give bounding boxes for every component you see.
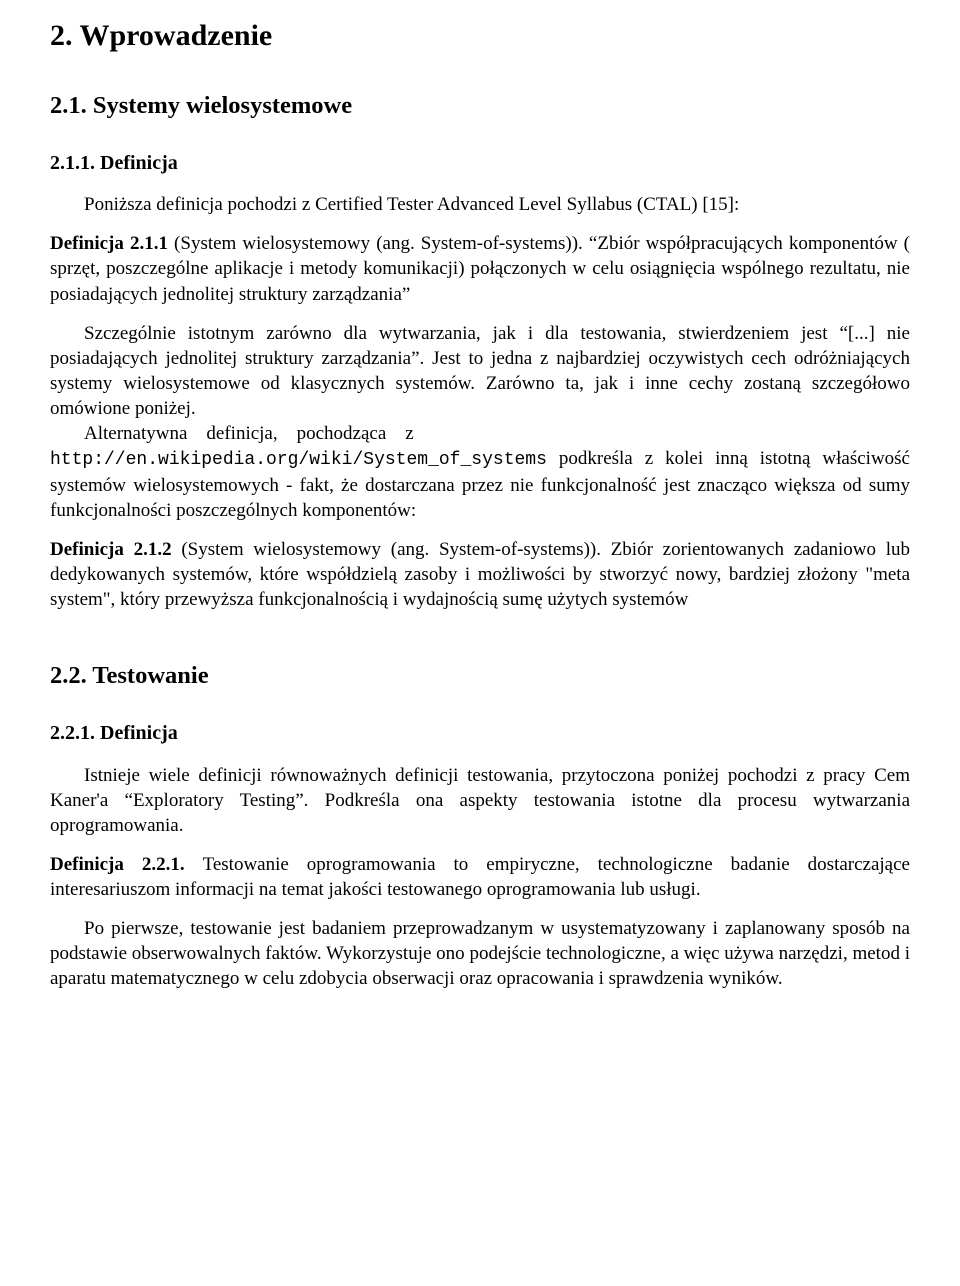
definition-2-1-2: Definicja 2.1.2 (System wielosystemowy (…: [50, 537, 910, 612]
paragraph-2-1-b: Alternatywna definicja, pochodząca z htt…: [50, 421, 910, 523]
text-run: Alternatywna definicja, pochodząca z: [84, 423, 433, 444]
paragraph-2-2-a: Po pierwsze, testowanie jest badaniem pr…: [50, 916, 910, 991]
paragraph-2-1-a: Szczególnie istotnym zarówno dla wytwarz…: [50, 321, 910, 421]
section-2-1-heading: 2.1. Systemy wielosystemowe: [50, 90, 910, 122]
subsection-2-1-1-heading: 2.1.1. Definicja: [50, 150, 910, 176]
subsection-2-2-1-heading: 2.2.1. Definicja: [50, 720, 910, 746]
url-text: http://en.wikipedia.org/wiki/: [50, 450, 363, 470]
definition-label: Definicja 2.2.1.: [50, 854, 203, 875]
definition-label: Definicja 2.1.1: [50, 233, 174, 254]
section-2-2-heading: 2.2. Testowanie: [50, 660, 910, 692]
definition-title: (System wielosystemowy (ang. System-of-s…: [174, 233, 589, 254]
definition-2-1-1: Definicja 2.1.1 (System wielosystemowy (…: [50, 231, 910, 306]
definition-2-2-1: Definicja 2.2.1. Testowanie oprogramowan…: [50, 852, 910, 902]
definition-label: Definicja 2.1.2: [50, 539, 181, 560]
chapter-heading: 2. Wprowadzenie: [50, 16, 910, 56]
url-text: System_of_systems: [363, 450, 547, 470]
intro-paragraph-2-1-1: Poniższa definicja pochodzi z Certified …: [50, 192, 910, 217]
definition-title: (System wielosystemowy (ang. System-of-s…: [181, 539, 610, 560]
intro-paragraph-2-2-1: Istnieje wiele definicji równoważnych de…: [50, 763, 910, 838]
